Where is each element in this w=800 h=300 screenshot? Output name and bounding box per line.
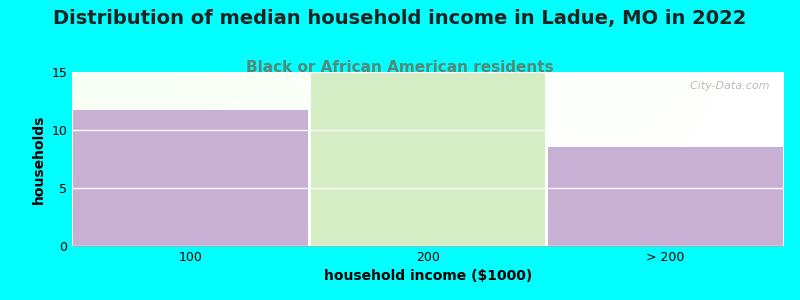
Bar (548, 147, 783, 246)
Bar (73, 110, 308, 246)
Text: Black or African American residents: Black or African American residents (246, 60, 554, 75)
Text: Distribution of median household income in Ladue, MO in 2022: Distribution of median household income … (54, 9, 746, 28)
Y-axis label: households: households (32, 114, 46, 204)
Text: City-Data.com: City-Data.com (683, 81, 770, 91)
Bar (310, 72, 546, 246)
X-axis label: household income ($1000): household income ($1000) (324, 269, 532, 284)
